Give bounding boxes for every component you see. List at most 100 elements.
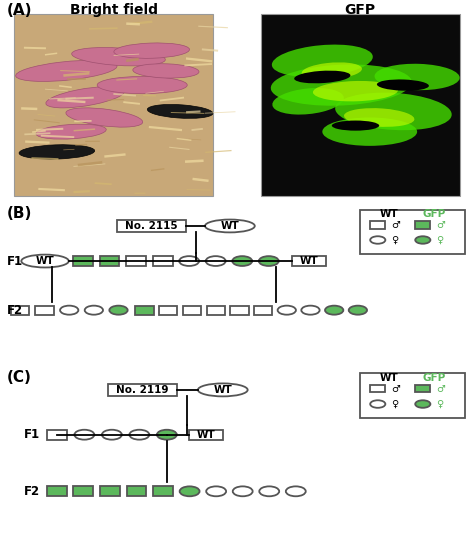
Text: ♂: ♂	[391, 220, 400, 230]
Bar	[360, 210, 465, 254]
Text: ♂: ♂	[436, 220, 445, 230]
Text: GFP: GFP	[422, 209, 446, 219]
Ellipse shape	[147, 104, 213, 118]
Ellipse shape	[301, 62, 362, 79]
Bar	[360, 374, 465, 418]
Ellipse shape	[332, 120, 379, 130]
Text: GFP: GFP	[422, 372, 446, 382]
Bar	[14, 14, 213, 196]
Bar	[261, 14, 460, 196]
Ellipse shape	[259, 256, 279, 266]
Bar	[415, 385, 430, 392]
Ellipse shape	[335, 93, 452, 130]
Text: (B): (B)	[7, 206, 33, 221]
Text: No. 2119: No. 2119	[116, 385, 168, 395]
Ellipse shape	[415, 400, 430, 408]
Text: No. 2115: No. 2115	[125, 221, 178, 231]
Ellipse shape	[16, 60, 117, 82]
Ellipse shape	[85, 306, 103, 315]
Ellipse shape	[278, 306, 296, 315]
Ellipse shape	[133, 64, 199, 78]
Ellipse shape	[97, 77, 187, 94]
Ellipse shape	[198, 384, 247, 396]
Bar	[292, 256, 326, 266]
Text: (C): (C)	[7, 370, 32, 385]
Bar	[126, 256, 146, 266]
Bar	[153, 486, 173, 496]
Ellipse shape	[322, 118, 417, 146]
Ellipse shape	[349, 306, 367, 315]
Ellipse shape	[232, 256, 252, 266]
Ellipse shape	[66, 108, 143, 127]
Text: WT: WT	[220, 221, 239, 231]
Text: WT: WT	[196, 430, 215, 440]
Bar	[118, 220, 186, 232]
Bar	[159, 306, 177, 315]
Bar	[189, 430, 223, 440]
Ellipse shape	[74, 430, 94, 440]
Ellipse shape	[313, 81, 398, 102]
Ellipse shape	[72, 48, 165, 66]
Ellipse shape	[206, 486, 226, 496]
Bar	[100, 256, 119, 266]
Text: WT: WT	[379, 209, 398, 219]
Ellipse shape	[233, 486, 253, 496]
Bar	[370, 221, 385, 229]
Bar	[370, 385, 385, 392]
Ellipse shape	[36, 124, 106, 139]
Ellipse shape	[325, 306, 343, 315]
Ellipse shape	[60, 306, 78, 315]
Ellipse shape	[271, 64, 412, 105]
Ellipse shape	[180, 486, 200, 496]
Text: ♀: ♀	[436, 235, 443, 245]
Ellipse shape	[415, 236, 430, 244]
Bar	[153, 256, 173, 266]
Bar	[73, 256, 93, 266]
Text: ♂: ♂	[391, 384, 400, 393]
Text: (A): (A)	[7, 3, 33, 18]
Ellipse shape	[21, 255, 69, 268]
Ellipse shape	[205, 220, 255, 233]
Ellipse shape	[114, 43, 190, 58]
Text: ♂: ♂	[436, 384, 445, 393]
Ellipse shape	[157, 430, 177, 440]
Bar	[73, 486, 93, 496]
Bar	[207, 306, 225, 315]
Bar	[136, 306, 154, 315]
Ellipse shape	[272, 44, 373, 77]
Ellipse shape	[273, 88, 344, 114]
Ellipse shape	[206, 256, 226, 266]
Ellipse shape	[294, 70, 350, 83]
Ellipse shape	[179, 256, 199, 266]
Bar	[11, 306, 29, 315]
Text: WT: WT	[300, 256, 319, 266]
Bar	[108, 384, 176, 396]
Text: ♀: ♀	[391, 235, 398, 245]
Bar	[47, 486, 67, 496]
Text: F1: F1	[24, 428, 40, 441]
Bar	[415, 221, 430, 229]
Ellipse shape	[286, 486, 306, 496]
Ellipse shape	[19, 145, 95, 159]
Bar	[254, 306, 272, 315]
Bar	[100, 486, 120, 496]
Text: WT: WT	[213, 385, 232, 395]
Text: GFP: GFP	[345, 3, 376, 17]
Bar	[36, 306, 54, 315]
Ellipse shape	[377, 79, 429, 90]
Ellipse shape	[344, 108, 414, 127]
Ellipse shape	[370, 400, 385, 408]
Ellipse shape	[370, 236, 385, 244]
Text: ♀: ♀	[391, 399, 398, 409]
Text: WT: WT	[379, 372, 398, 382]
Text: Bright field: Bright field	[70, 3, 158, 17]
Ellipse shape	[102, 430, 122, 440]
Ellipse shape	[259, 486, 279, 496]
Bar	[183, 306, 201, 315]
Ellipse shape	[374, 64, 460, 90]
Ellipse shape	[129, 430, 149, 440]
Ellipse shape	[109, 306, 128, 315]
Bar	[127, 486, 146, 496]
Text: F2: F2	[7, 304, 23, 317]
Text: WT: WT	[36, 256, 55, 266]
